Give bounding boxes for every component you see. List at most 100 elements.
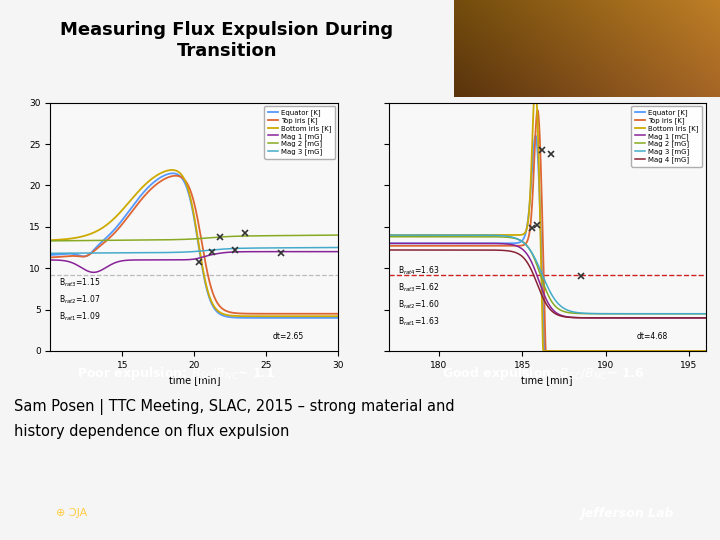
Bottom Iris [K] [603, 348, 611, 354]
Mag 2 [mG] [524, 244, 533, 251]
Mag 2 [mG] [384, 233, 393, 240]
Text: Measuring Flux Expulsion During
Transition: Measuring Flux Expulsion During Transiti… [60, 22, 393, 60]
Mag 3 [mG] [631, 310, 640, 317]
Mag 4 [mG] [631, 315, 640, 321]
Mag 2 [mG] [417, 233, 426, 240]
Mag 3 [mG] [637, 310, 646, 317]
Mag 3 [mG] [173, 249, 181, 255]
Mag 2 [mG] [334, 232, 343, 238]
Bottom Iris [K] [529, 99, 538, 106]
Mag 1 [mC] [602, 315, 611, 321]
Equator [K] [531, 132, 540, 139]
Mag 3 [mG] [163, 249, 171, 256]
Text: Good expulsion: $\mathit{B_{SC}/B_{NC}}$~ 1.6: Good expulsion: $\mathit{B_{SC}/B_{NC}}$… [442, 366, 645, 382]
Legend: Equator [K], Top iris [K], Bottom Iris [K], Mag 1 [mC], Mag 2 [mG], Mag 3 [mG], : Equator [K], Top iris [K], Bottom Iris [… [631, 106, 702, 166]
Equator [K] [276, 315, 285, 321]
Mag 2 [mG] [637, 310, 646, 317]
Bottom iris [K] [174, 168, 182, 174]
Mag 2 [mG] [276, 232, 284, 239]
Mag 1 [mC] [637, 315, 646, 321]
X-axis label: time [min]: time [min] [168, 375, 220, 385]
Text: ⊕ ƆJA: ⊕ ƆJA [56, 508, 88, 518]
Top iris [K] [417, 242, 426, 249]
Top iris [K] [524, 235, 533, 241]
Equator [K] [417, 240, 426, 247]
Bottom iris [K] [46, 237, 55, 244]
Mag 1 [mG] [163, 256, 171, 263]
Equator [K] [168, 170, 177, 177]
Legend: Equator [K], Top iris [K], Bottom iris [K], Mag 1 [mG], Mag 2 [mG], Mag 3 [mG]: Equator [K], Top iris [K], Bottom iris [… [264, 106, 335, 159]
Mag 4 [mG] [417, 247, 426, 253]
Equator [K] [163, 171, 171, 178]
Mag 1 [mG] [89, 269, 98, 275]
Mag 2 [mG] [631, 310, 640, 317]
Mag 3 [mG] [513, 235, 521, 242]
Bottom iris [K] [334, 313, 343, 320]
Line: Top iris [K]: Top iris [K] [389, 110, 706, 351]
Mag 2 [mG] [513, 235, 521, 242]
X-axis label: time [min]: time [min] [521, 375, 573, 385]
Bottom Iris [K] [539, 348, 547, 354]
Mag 1 [mC] [417, 240, 426, 247]
Top iris [K] [632, 348, 641, 354]
Line: Bottom iris [K]: Bottom iris [K] [50, 170, 338, 316]
Top iris [K] [701, 348, 710, 354]
Mag 2 [mG] [163, 237, 171, 243]
Line: Mag 4 [mG]: Mag 4 [mG] [389, 250, 706, 318]
Mag 1 [mG] [244, 248, 253, 255]
Equator [K] [632, 348, 641, 354]
Top iris [K] [334, 310, 343, 317]
Equator [K] [638, 348, 647, 354]
Bottom Iris [K] [513, 232, 521, 238]
Bottom Iris [K] [632, 348, 641, 354]
Top iris [K] [603, 348, 611, 354]
Mag 3 [mG] [524, 245, 533, 251]
Top iris [K] [163, 174, 171, 181]
Mag 3 [mG] [244, 245, 253, 252]
Mag 4 [mG] [524, 261, 533, 267]
Mag 4 [mG] [637, 315, 646, 321]
Mag 1 [mC] [631, 315, 640, 321]
Equator [K] [384, 240, 393, 247]
Mag 4 [mG] [602, 315, 611, 321]
Line: Mag 3 [mG]: Mag 3 [mG] [50, 247, 338, 253]
Mag 2 [mG] [271, 232, 279, 239]
Bottom iris [K] [163, 167, 171, 174]
Top iris [K] [174, 173, 182, 179]
Mag 4 [mG] [701, 315, 710, 321]
Line: Mag 1 [mG]: Mag 1 [mG] [50, 252, 338, 272]
Bottom iris [K] [168, 167, 176, 173]
Bottom Iris [K] [384, 232, 393, 238]
Mag 1 [mG] [334, 248, 343, 255]
Equator [K] [271, 315, 279, 321]
Equator [K] [174, 171, 182, 178]
Text: dt=2.65: dt=2.65 [273, 332, 304, 341]
Bottom Iris [K] [417, 232, 426, 238]
Mag 2 [mG] [76, 238, 84, 244]
Top iris [K] [271, 310, 279, 317]
Mag 1 [mG] [46, 256, 55, 263]
Top iris [K] [534, 107, 542, 113]
Mag 2 [mG] [244, 233, 253, 239]
Line: Mag 3 [mG]: Mag 3 [mG] [389, 235, 706, 314]
Line: Bottom Iris [K]: Bottom Iris [K] [389, 103, 706, 351]
Top iris [K] [46, 254, 55, 261]
Mag 3 [mG] [46, 250, 55, 256]
Equator [K] [244, 315, 253, 321]
Top iris [K] [76, 253, 84, 260]
Equator [K] [524, 214, 533, 220]
Mag 1 [mC] [701, 315, 710, 321]
Mag 1 [mG] [76, 264, 84, 270]
Equator [K] [603, 348, 611, 354]
Bottom iris [K] [76, 234, 84, 240]
Mag 4 [mG] [384, 247, 393, 253]
Bottom Iris [K] [524, 216, 533, 222]
Bottom iris [K] [276, 313, 285, 320]
Text: Poor expulsion: $\mathit{B_{SC}/B_{NC}}$~ 1.1: Poor expulsion: $\mathit{B_{SC}/B_{NC}}$… [77, 366, 276, 382]
Mag 1 [mC] [513, 243, 521, 249]
Mag 1 [mG] [174, 256, 182, 263]
Top iris [K] [638, 348, 647, 354]
Mag 3 [mG] [384, 232, 393, 238]
Mag 1 [mG] [276, 248, 285, 255]
Top iris [K] [513, 242, 521, 249]
